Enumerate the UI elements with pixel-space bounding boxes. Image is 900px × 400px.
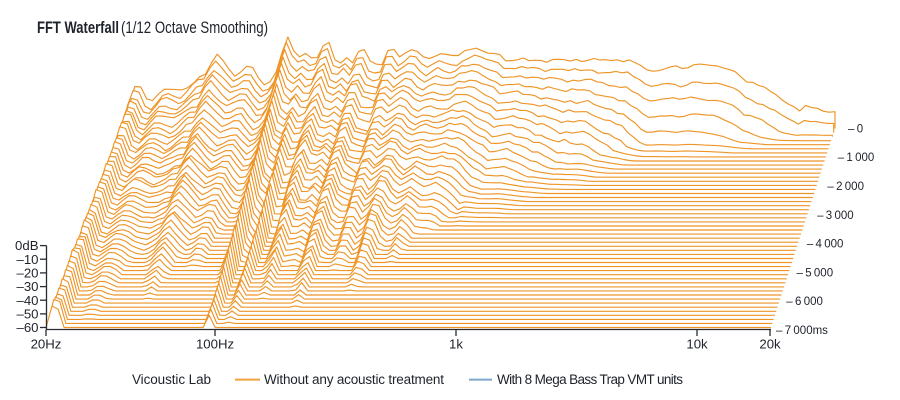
svg-text:20k: 20k xyxy=(759,337,781,352)
svg-text:With 8 Mega Bass Trap VMT unit: With 8 Mega Bass Trap VMT units xyxy=(497,372,683,387)
svg-text:– 7 000ms: – 7 000ms xyxy=(776,325,828,337)
svg-text:Without any acoustic treatment: Without any acoustic treatment xyxy=(264,372,444,387)
svg-text:– 1 000: – 1 000 xyxy=(838,152,875,164)
svg-text:Vicoustic Lab: Vicoustic Lab xyxy=(132,372,211,387)
svg-text:– 0: – 0 xyxy=(848,123,863,135)
svg-text:0dB: 0dB xyxy=(15,238,39,253)
svg-text:– 6 000: – 6 000 xyxy=(786,296,823,308)
svg-text:–40: –40 xyxy=(16,293,38,308)
svg-text:–10: –10 xyxy=(16,252,38,267)
svg-text:– 2 000: – 2 000 xyxy=(827,181,864,193)
svg-text:(1/12 Octave Smoothing): (1/12 Octave Smoothing) xyxy=(121,18,268,37)
svg-text:– 4 000: – 4 000 xyxy=(807,239,844,251)
svg-text:–60: –60 xyxy=(16,320,38,335)
svg-text:10k: 10k xyxy=(686,337,708,352)
svg-text:1k: 1k xyxy=(449,337,463,352)
svg-text:– 3 000: – 3 000 xyxy=(817,210,854,222)
svg-text:–30: –30 xyxy=(16,279,38,294)
svg-text:– 5 000: – 5 000 xyxy=(797,267,834,279)
svg-text:20Hz: 20Hz xyxy=(31,337,62,352)
svg-text:–50: –50 xyxy=(16,307,38,322)
svg-text:100Hz: 100Hz xyxy=(196,337,234,352)
svg-text:–20: –20 xyxy=(16,266,38,281)
svg-text:FFT Waterfall: FFT Waterfall xyxy=(37,18,119,37)
